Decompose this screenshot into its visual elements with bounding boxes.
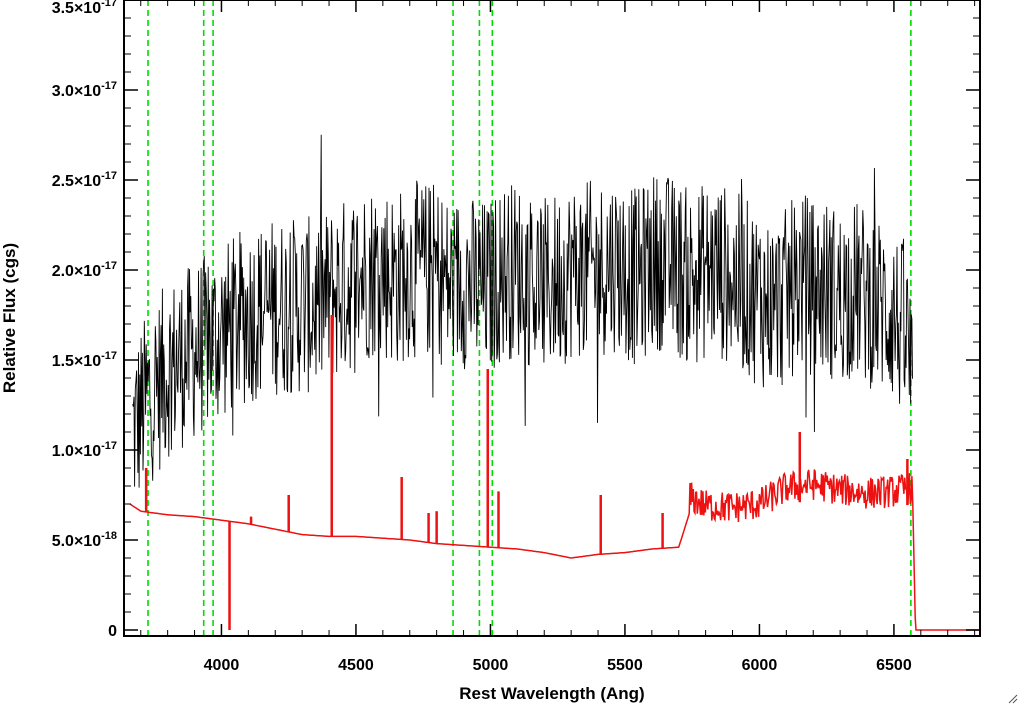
y-tick-label: 5.0×10-18 <box>52 530 117 550</box>
error-line <box>129 469 980 631</box>
x-tick-label: 5500 <box>607 657 643 674</box>
y-axis-title: Relative Flux (cgs) <box>0 243 19 393</box>
spectrum-line <box>132 134 913 488</box>
y-tick-label: 0 <box>108 623 117 640</box>
y-axis-ticks: 0 5.0×10-18 1.0×10-17 1.5×10-17 2.0×10-17 2.5… <box>52 0 980 640</box>
x-axis-title: Rest Wavelength (Ang) <box>459 684 644 703</box>
y-tick-label: 1.5×10-17 <box>52 350 117 370</box>
y-tick-label: 3.0×10-17 <box>52 80 117 100</box>
plot-frame <box>123 0 981 637</box>
x-axis-ticks: 4000 4500 5000 5500 6000 6500 <box>140 0 976 674</box>
x-tick-label: 6000 <box>742 657 778 674</box>
emission-line-markers <box>147 0 912 636</box>
resize-grip-icon <box>1008 694 1018 704</box>
y-tick-label: 2.5×10-17 <box>52 170 117 190</box>
x-tick-label: 5000 <box>473 657 509 674</box>
spectrum-series <box>132 134 913 488</box>
x-tick-label: 6500 <box>876 657 912 674</box>
y-tick-label: 2.0×10-17 <box>52 260 117 280</box>
x-tick-label: 4500 <box>338 657 374 674</box>
plot-area <box>129 0 980 636</box>
y-tick-label: 1.0×10-17 <box>52 440 117 460</box>
y-tick-label: 3.5×10-17 <box>52 0 117 17</box>
x-tick-label: 4000 <box>204 657 240 674</box>
error-series <box>129 315 980 631</box>
